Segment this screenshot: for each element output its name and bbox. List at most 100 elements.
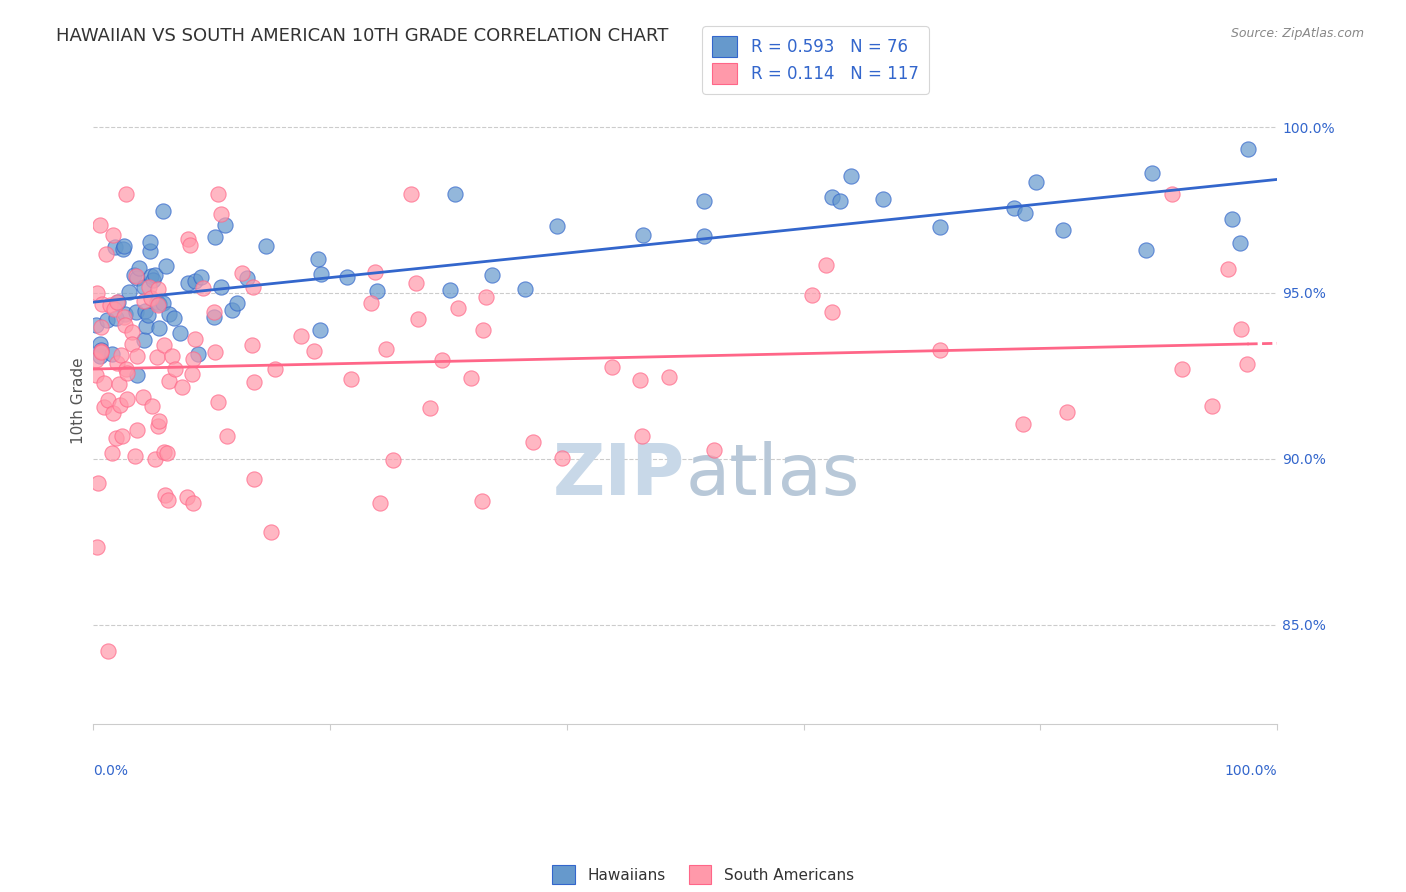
Hawaiians (366, 284, 388, 298)
Hawaiians (127, 271, 149, 285)
South Americans (215, 429, 238, 443)
South Americans (101, 227, 124, 242)
Hawaiians (1014, 206, 1036, 220)
Hawaiians (139, 235, 162, 249)
South Americans (401, 186, 423, 201)
South Americans (115, 366, 138, 380)
Hawaiians (148, 321, 170, 335)
Hawaiians (309, 267, 332, 281)
South Americans (89, 218, 111, 232)
South Americans (93, 400, 115, 414)
Hawaiians (309, 323, 332, 337)
South Americans (110, 348, 132, 362)
Hawaiians (693, 194, 716, 209)
South Americans (101, 446, 124, 460)
Hawaiians (177, 276, 200, 290)
South Americans (475, 290, 498, 304)
Hawaiians (169, 326, 191, 340)
South Americans (815, 258, 838, 272)
South Americans (242, 376, 264, 390)
South Americans (86, 476, 108, 491)
Hawaiians (114, 307, 136, 321)
Hawaiians (89, 349, 111, 363)
South Americans (117, 392, 139, 407)
South Americans (103, 406, 125, 420)
Hawaiians (146, 295, 169, 310)
Hawaiians (693, 228, 716, 243)
South Americans (231, 266, 253, 280)
South Americans (260, 524, 283, 539)
South Americans (340, 371, 363, 385)
Text: 100.0%: 100.0% (1225, 764, 1277, 778)
South Americans (471, 494, 494, 508)
Hawaiians (190, 269, 212, 284)
South Americans (124, 450, 146, 464)
Hawaiians (132, 279, 155, 293)
South Americans (156, 492, 179, 507)
Hawaiians (152, 203, 174, 218)
Hawaiians (1229, 235, 1251, 250)
South Americans (108, 377, 131, 392)
South Americans (363, 265, 385, 279)
South Americans (242, 280, 264, 294)
South Americans (628, 373, 651, 387)
Hawaiians (214, 218, 236, 232)
South Americans (111, 429, 134, 443)
Hawaiians (225, 296, 247, 310)
Y-axis label: 10th Grade: 10th Grade (72, 358, 86, 444)
Hawaiians (84, 318, 107, 332)
Text: ZIP: ZIP (553, 441, 685, 510)
South Americans (162, 349, 184, 363)
South Americans (821, 305, 844, 319)
South Americans (105, 356, 128, 370)
Hawaiians (142, 273, 165, 287)
Hawaiians (633, 227, 655, 242)
South Americans (146, 298, 169, 312)
South Americans (460, 370, 482, 384)
South Americans (134, 294, 156, 309)
Hawaiians (221, 303, 243, 318)
Hawaiians (104, 310, 127, 325)
Hawaiians (128, 261, 150, 276)
South Americans (125, 268, 148, 283)
Hawaiians (872, 192, 894, 206)
South Americans (90, 345, 112, 359)
South Americans (112, 310, 135, 324)
Text: atlas: atlas (685, 441, 859, 510)
South Americans (146, 419, 169, 434)
South Americans (93, 376, 115, 390)
South Americans (703, 442, 725, 457)
South Americans (181, 496, 204, 510)
Hawaiians (828, 194, 851, 208)
South Americans (152, 338, 174, 352)
South Americans (302, 344, 325, 359)
Text: HAWAIIAN VS SOUTH AMERICAN 10TH GRADE CORRELATION CHART: HAWAIIAN VS SOUTH AMERICAN 10TH GRADE CO… (56, 27, 669, 45)
Hawaiians (839, 169, 862, 183)
South Americans (240, 338, 263, 352)
South Americans (204, 344, 226, 359)
Hawaiians (1237, 142, 1260, 156)
Hawaiians (104, 240, 127, 254)
South Americans (131, 390, 153, 404)
Hawaiians (134, 303, 156, 318)
South Americans (381, 452, 404, 467)
South Americans (191, 281, 214, 295)
South Americans (207, 186, 229, 201)
Hawaiians (148, 297, 170, 311)
South Americans (800, 288, 823, 302)
Hawaiians (546, 219, 568, 233)
South Americans (1201, 399, 1223, 413)
South Americans (97, 644, 120, 658)
South Americans (368, 496, 391, 510)
Hawaiians (236, 271, 259, 285)
South Americans (1236, 357, 1258, 371)
Hawaiians (124, 268, 146, 282)
South Americans (138, 280, 160, 294)
Hawaiians (1025, 175, 1047, 189)
South Americans (156, 446, 179, 460)
South Americans (522, 434, 544, 449)
South Americans (90, 344, 112, 359)
South Americans (127, 349, 149, 363)
South Americans (184, 332, 207, 346)
South Americans (114, 318, 136, 333)
